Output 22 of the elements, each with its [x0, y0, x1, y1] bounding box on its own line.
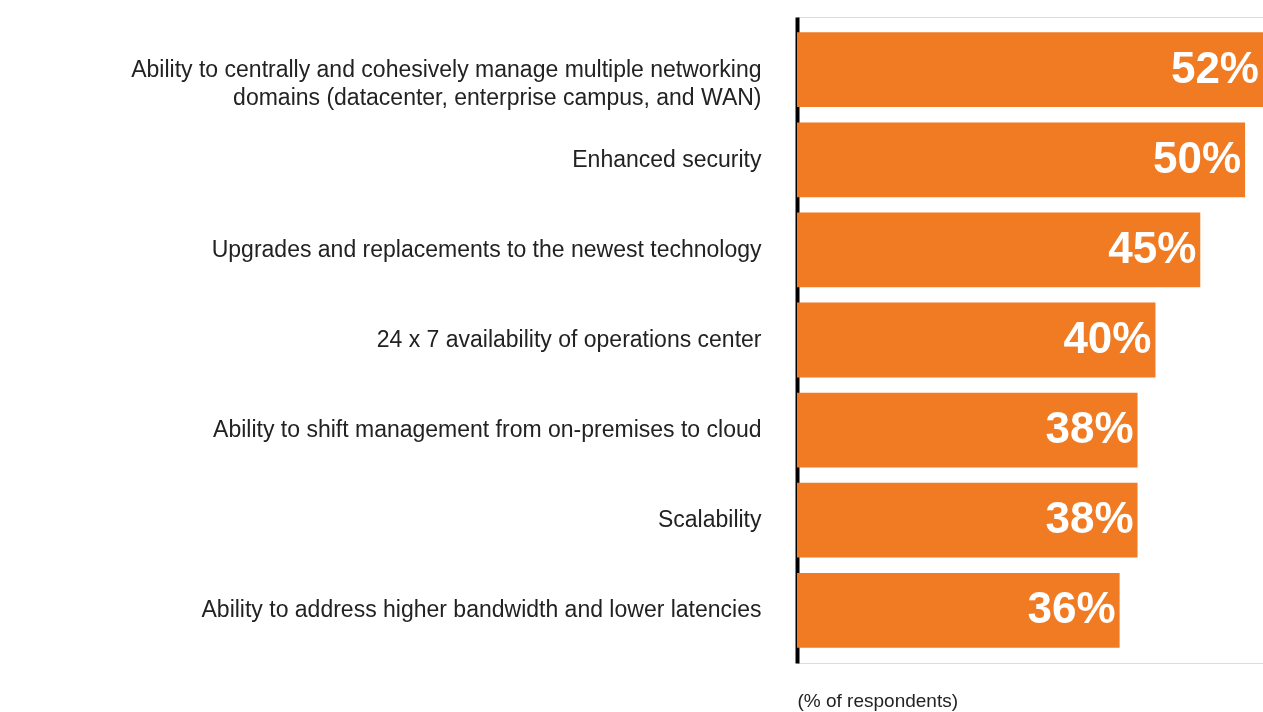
bar	[797, 32, 1263, 108]
y-tick-label: Ability to shift management from on-premises to cloud	[213, 416, 762, 443]
data-label: 36%	[1027, 583, 1116, 633]
data-label: 45%	[1108, 222, 1197, 272]
data-label: 50%	[1153, 132, 1242, 182]
x-axis-title: (% of respondents)	[797, 689, 959, 711]
bar	[797, 212, 1201, 288]
bar	[797, 572, 1120, 648]
bar	[797, 392, 1138, 468]
bar	[797, 122, 1246, 198]
y-tick-label: 24 x 7 availability of operations center	[376, 326, 762, 352]
bar	[797, 482, 1138, 558]
data-label: 38%	[1045, 493, 1134, 543]
y-tick-label: Enhanced security	[572, 145, 762, 172]
data-label: 40%	[1063, 313, 1152, 362]
data-label: 38%	[1045, 403, 1134, 453]
y-tick-label: Ability to address higher bandwidth and lower latencies	[201, 596, 762, 623]
bar	[797, 302, 1156, 378]
y-tick-label: Scalability	[657, 506, 762, 533]
data-label: 52%	[1170, 42, 1259, 92]
y-tick-label: Ability to centrally and cohesively manage multiple networking domains (datacenter, enterprise campus, and WAN)	[131, 55, 762, 110]
y-tick-label: Upgrades and replacements to the newest technology	[211, 235, 762, 262]
